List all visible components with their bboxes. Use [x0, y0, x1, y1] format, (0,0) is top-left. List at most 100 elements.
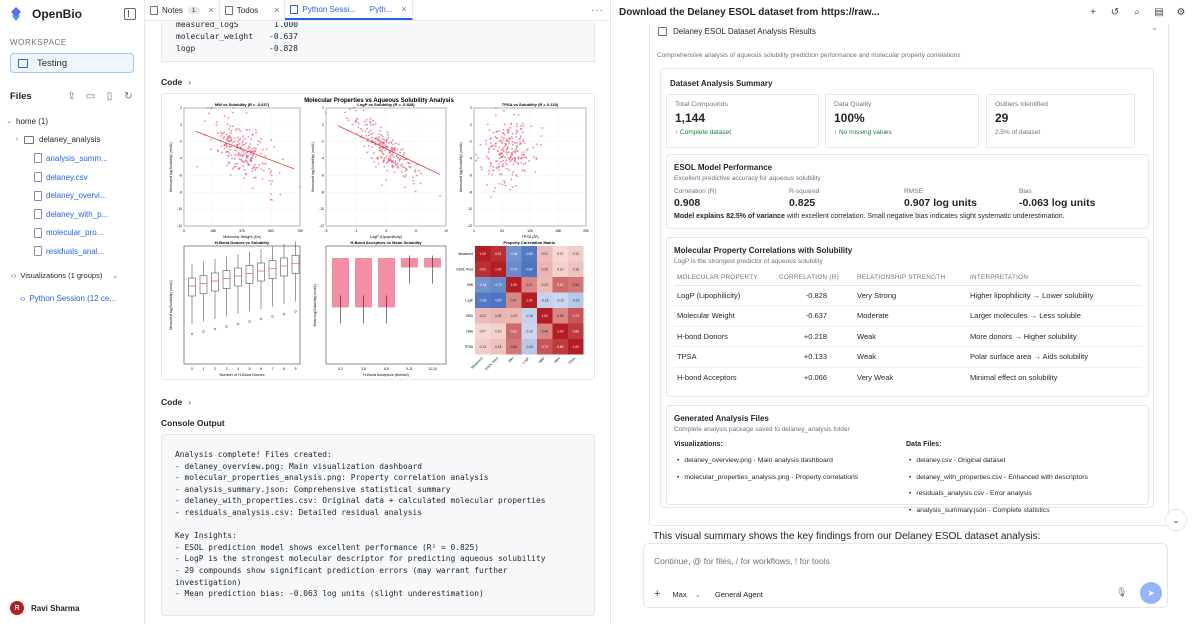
heatmap-cell [490, 323, 506, 339]
y-tick-label: 0 [322, 123, 324, 127]
add-attachment-icon[interactable]: + [654, 588, 661, 600]
tree-root-home[interactable]: ⌄ home (1) [0, 112, 144, 131]
heatmap-value: 0.86 [557, 345, 563, 349]
tree-file[interactable]: analysis_summ... [0, 149, 144, 168]
bar [332, 258, 349, 308]
scatter-point [225, 146, 228, 149]
scatter-point [381, 147, 384, 150]
scatter-point [228, 162, 231, 165]
figure-title: Molecular Properties vs Aqueous Solubili… [304, 98, 454, 104]
new-folder-icon[interactable]: ▭ [85, 90, 96, 102]
scatter-point [403, 166, 406, 169]
scatter-point [229, 173, 232, 176]
python-session-item[interactable]: ‹› Python Session (12 ce... [0, 291, 144, 307]
layout-icon[interactable]: ▤ [1154, 6, 1164, 18]
code-toggle[interactable]: Code › [161, 76, 594, 88]
chevron-down-icon[interactable]: ⌄ [694, 589, 701, 599]
scatter-point [241, 149, 244, 152]
scatter-point [508, 137, 511, 140]
visualizations-group[interactable]: ‹› Visualizations (1 groups) ⌄ [0, 269, 144, 283]
scatter-point [242, 155, 244, 158]
box-outlier [190, 332, 194, 336]
upload-icon[interactable]: ⇪ [67, 90, 76, 102]
scatter-point [366, 123, 369, 126]
metric-label: RMSE [904, 188, 923, 195]
scatter-point [400, 149, 403, 151]
tree-file[interactable]: residuals_anal... [0, 242, 144, 261]
user-profile[interactable]: R Ravi Sharma [10, 601, 79, 615]
search-icon[interactable]: ⌕ [1134, 6, 1140, 18]
chat-messages[interactable]: Delaney ESOL Dataset Analysis Results ⌃ … [611, 24, 1200, 538]
scatter-point [511, 158, 514, 160]
scatter-point [244, 159, 247, 162]
close-icon[interactable]: × [274, 5, 280, 15]
new-file-icon[interactable]: ▯ [106, 90, 113, 102]
scatter-point [385, 155, 388, 158]
scatter-point [237, 143, 239, 146]
tab-notes[interactable]: Notes 1 × [145, 0, 220, 20]
table-cell: Higher lipophilicity → Lower solubility [970, 285, 1142, 306]
microphone-icon[interactable]: 🎙 [1116, 587, 1128, 597]
heatmap-value: 0.10 [557, 267, 563, 271]
scatter-point [503, 181, 506, 184]
stat-value: 100% [834, 111, 865, 125]
scatter-point [503, 180, 506, 182]
heatmap-cell [490, 277, 506, 293]
scatter-point [393, 171, 396, 174]
scatter-point [374, 143, 376, 146]
heatmap-value: 1.00 [526, 298, 532, 302]
composer-placeholder[interactable]: Continue, @ for files, / for workflows, … [654, 556, 830, 566]
scatter-point [385, 139, 388, 142]
scroll-down-icon[interactable]: ⌄ [1165, 509, 1187, 531]
message-composer[interactable]: Continue, @ for files, / for workflows, … [643, 543, 1168, 608]
tab-python-session[interactable]: Python Sessi... Pyth... × [285, 0, 413, 20]
code-toggle[interactable]: Code › [161, 396, 594, 408]
heatmap-cell [490, 308, 506, 324]
tree-file[interactable]: delaney_overvi... [0, 186, 144, 205]
box-outlier [294, 310, 297, 313]
gear-icon[interactable]: ⚙ [1176, 6, 1186, 18]
scatter-point [495, 142, 497, 145]
heatmap-value: 0.10 [495, 329, 501, 333]
y-axis-label: Mean log(Solubility) (mol/L) [313, 284, 317, 327]
scatter-point [247, 147, 250, 150]
esol-desc: Excellent predictive accuracy for aqueou… [674, 175, 821, 182]
more-icon[interactable]: ··· [591, 4, 604, 16]
tab-todos[interactable]: Todos × [220, 0, 286, 20]
scatter-point [270, 193, 272, 195]
refresh-icon[interactable]: ↻ [124, 90, 133, 102]
tree-file[interactable]: delaney.csv [0, 168, 144, 187]
scatter-point [418, 169, 420, 172]
new-chat-icon[interactable]: + [1090, 6, 1096, 18]
mode-select[interactable]: Max [672, 589, 687, 599]
scatter-point [386, 131, 389, 134]
workspace-item-testing[interactable]: Testing [10, 53, 134, 73]
scatter-point [520, 142, 523, 145]
scatter-point [419, 182, 422, 185]
close-icon[interactable]: × [208, 5, 214, 15]
scatter-point [383, 165, 386, 168]
scatter-point [366, 151, 369, 154]
scatter-point [390, 153, 393, 156]
scatter-point [234, 154, 237, 156]
x-tick-label: 6 [260, 367, 262, 371]
scatter-point [502, 147, 505, 149]
close-icon[interactable]: × [401, 4, 407, 14]
agent-select[interactable]: General Agent [714, 589, 763, 599]
tree-file[interactable]: delaney_with_p... [0, 205, 144, 224]
scatter-point [269, 171, 272, 174]
scatter-point [415, 174, 418, 177]
workspace-item-label: Testing [37, 57, 68, 69]
scatter-point [378, 139, 380, 142]
results-header[interactable]: Delaney ESOL Dataset Analysis Results ⌃ [650, 24, 1168, 38]
console-line: - delaney_with_properties.csv: Original … [175, 496, 546, 506]
history-icon[interactable]: ↺ [1110, 6, 1120, 18]
chevron-up-icon[interactable]: ⌃ [1151, 26, 1158, 36]
collapse-sidebar-icon[interactable] [124, 8, 136, 20]
tree-folder-delaney-analysis[interactable]: › delaney_analysis [0, 131, 144, 150]
scatter-point [209, 107, 212, 109]
scatter-point [270, 174, 273, 177]
send-button[interactable]: ➤ [1140, 582, 1162, 604]
tree-file[interactable]: molecular_pro... [0, 224, 144, 243]
scatter-point [264, 155, 267, 157]
